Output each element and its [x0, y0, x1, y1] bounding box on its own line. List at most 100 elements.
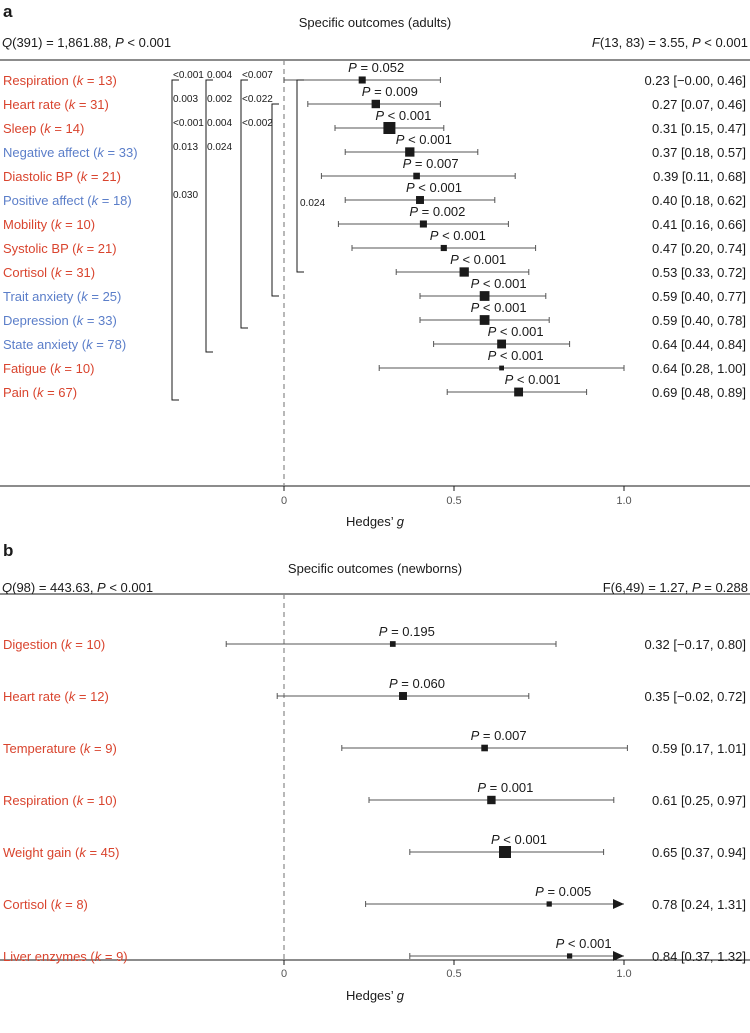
effect-marker: [497, 339, 507, 349]
p-value-label: P < 0.001: [488, 348, 544, 363]
p-value-label: P < 0.001: [488, 324, 544, 339]
effect-estimate-ci: 0.59 [0.40, 0.78]: [652, 313, 746, 328]
p-value-label: P < 0.001: [491, 832, 547, 847]
outcome-label: Fatigue (k = 10): [3, 361, 94, 376]
x-tick-label: 0.5: [446, 968, 461, 980]
effect-estimate-ci: 0.53 [0.33, 0.72]: [652, 265, 746, 280]
effect-marker: [487, 795, 496, 805]
outcome-label: Respiration (k = 10): [3, 793, 117, 808]
outcome-label: Respiration (k = 13): [3, 73, 117, 88]
effect-estimate-ci: 0.59 [0.17, 1.01]: [652, 741, 746, 756]
p-value-label: P = 0.002: [409, 204, 465, 219]
comparison-bracket: [240, 79, 248, 329]
effect-marker: [405, 147, 415, 157]
p-value-label: P < 0.001: [375, 108, 431, 123]
outcome-label: Diastolic BP (k = 21): [3, 169, 121, 184]
outcome-label: Pain (k = 67): [3, 385, 77, 400]
x-tick-label: 1.0: [616, 968, 631, 980]
effect-marker: [358, 76, 366, 84]
comparison-p-label: 0.002: [207, 94, 232, 105]
outcome-label: Sleep (k = 14): [3, 121, 84, 136]
effect-estimate-ci: 0.69 [0.48, 0.89]: [652, 385, 746, 400]
p-value-label: P = 0.052: [348, 60, 404, 75]
outcome-label: Temperature (k = 9): [3, 741, 117, 756]
effect-estimate-ci: 0.37 [0.18, 0.57]: [652, 145, 746, 160]
p-value-label: P < 0.001: [406, 180, 462, 195]
outcome-label: Depression (k = 33): [3, 313, 117, 328]
p-value-label: P = 0.060: [389, 676, 445, 691]
effect-estimate-ci: 0.84 [0.37, 1.32]: [652, 949, 746, 964]
comparison-bracket: [271, 103, 279, 297]
comparison-p-label: 0.024: [207, 142, 232, 153]
bracket-p-label: 0.024: [300, 198, 325, 209]
effect-estimate-ci: 0.47 [0.20, 0.74]: [652, 241, 746, 256]
outcome-label: Systolic BP (k = 21): [3, 241, 117, 256]
effect-marker: [416, 196, 424, 204]
effect-estimate-ci: 0.31 [0.15, 0.47]: [652, 121, 746, 136]
effect-marker: [399, 692, 407, 700]
effect-marker: [440, 244, 447, 252]
effect-marker: [383, 122, 396, 134]
panel-label: b: [3, 541, 13, 560]
f-statistic: F(13, 83) = 3.55, P < 0.001: [592, 35, 748, 50]
p-value-label: P < 0.001: [450, 252, 506, 267]
effect-marker: [459, 267, 469, 277]
comparison-p-label: 0.030: [173, 190, 198, 201]
effect-marker: [499, 846, 511, 858]
x-tick-label: 0.5: [446, 495, 461, 507]
p-value-label: P = 0.007: [403, 156, 459, 171]
outcome-label: Trait anxiety (k = 25): [3, 289, 121, 304]
effect-estimate-ci: 0.65 [0.37, 0.94]: [652, 845, 746, 860]
effect-marker: [546, 901, 552, 907]
effect-estimate-ci: 0.64 [0.28, 1.00]: [652, 361, 746, 376]
effect-estimate-ci: 0.64 [0.44, 0.84]: [652, 337, 746, 352]
x-axis-label: Hedges’ g: [346, 988, 405, 1003]
effect-marker: [413, 172, 420, 180]
p-value-label: P < 0.001: [505, 372, 561, 387]
x-axis-label: Hedges’ g: [346, 514, 405, 529]
outcome-label: Positive affect (k = 18): [3, 193, 132, 208]
outcome-label: Weight gain (k = 45): [3, 845, 119, 860]
comparison-p-label: 0.004: [207, 70, 232, 81]
comparison-p-label: 0.004: [207, 118, 232, 129]
f-statistic: F(6,49) = 1.27, P = 0.288: [603, 580, 748, 595]
effect-marker: [479, 315, 490, 325]
x-tick-label: 1.0: [616, 495, 631, 507]
effect-estimate-ci: 0.78 [0.24, 1.31]: [652, 897, 746, 912]
outcome-label: State anxiety (k = 78): [3, 337, 126, 352]
effect-estimate-ci: 0.27 [0.07, 0.46]: [652, 97, 746, 112]
effect-marker: [514, 387, 524, 397]
x-tick-label: 0: [281, 495, 287, 507]
p-value-label: P < 0.001: [430, 228, 486, 243]
comparison-p-label: <0.002: [242, 118, 273, 129]
comparison-bracket: [296, 79, 304, 273]
comparison-bracket: [205, 79, 213, 353]
outcome-label: Cortisol (k = 31): [3, 265, 95, 280]
comparison-p-label: <0.001: [173, 118, 204, 129]
p-value-label: P < 0.001: [471, 300, 527, 315]
effect-estimate-ci: 0.40 [0.18, 0.62]: [652, 193, 746, 208]
outcome-label: Mobility (k = 10): [3, 217, 95, 232]
comparison-p-label: <0.007: [242, 70, 273, 81]
outcome-label: Digestion (k = 10): [3, 637, 105, 652]
panel-title: Specific outcomes (adults): [299, 15, 451, 30]
effect-marker: [499, 365, 504, 371]
effect-estimate-ci: 0.32 [−0.17, 0.80]: [644, 637, 746, 652]
p-value-label: P = 0.001: [477, 780, 533, 795]
effect-marker: [389, 641, 396, 647]
q-statistic: Q(98) = 443.63, P < 0.001: [2, 580, 153, 595]
effect-estimate-ci: 0.23 [−0.00, 0.46]: [644, 73, 746, 88]
panel-label: a: [3, 2, 13, 21]
comparison-p-label: 0.003: [173, 94, 198, 105]
p-value-label: P < 0.001: [396, 132, 452, 147]
outcome-label: Negative affect (k = 33): [3, 145, 138, 160]
outcome-label: Heart rate (k = 12): [3, 689, 109, 704]
comparison-p-label: <0.022: [242, 94, 273, 105]
comparison-p-label: 0.013: [173, 142, 198, 153]
comparison-p-label: <0.001: [173, 70, 204, 81]
effect-marker: [479, 291, 490, 301]
p-value-label: P = 0.005: [535, 884, 591, 899]
effect-marker: [481, 744, 488, 752]
effect-marker: [566, 953, 573, 959]
